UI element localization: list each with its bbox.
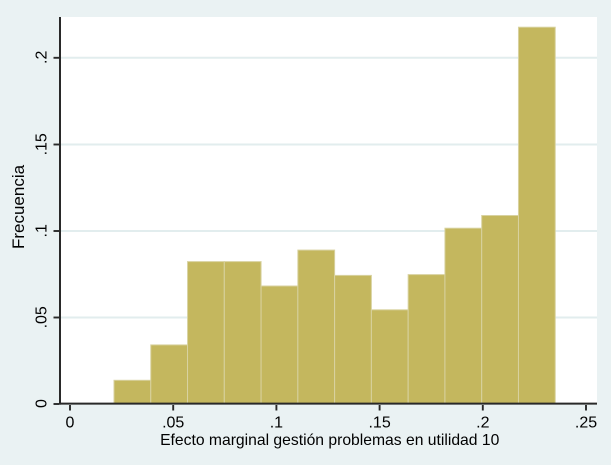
- svg-text:0: 0: [66, 415, 75, 432]
- svg-text:.15: .15: [368, 415, 390, 432]
- svg-text:.15: .15: [34, 133, 51, 155]
- svg-text:Efecto marginal gestión proble: Efecto marginal gestión problemas en uti…: [160, 432, 500, 449]
- svg-text:.05: .05: [162, 415, 184, 432]
- svg-text:.2: .2: [476, 415, 489, 432]
- svg-text:.25: .25: [575, 415, 597, 432]
- svg-text:Frecuencia: Frecuencia: [9, 164, 28, 249]
- svg-text:.1: .1: [34, 224, 51, 237]
- svg-text:.05: .05: [34, 306, 51, 328]
- svg-text:.2: .2: [34, 51, 51, 64]
- svg-text:.1: .1: [270, 415, 283, 432]
- svg-text:0: 0: [34, 399, 51, 408]
